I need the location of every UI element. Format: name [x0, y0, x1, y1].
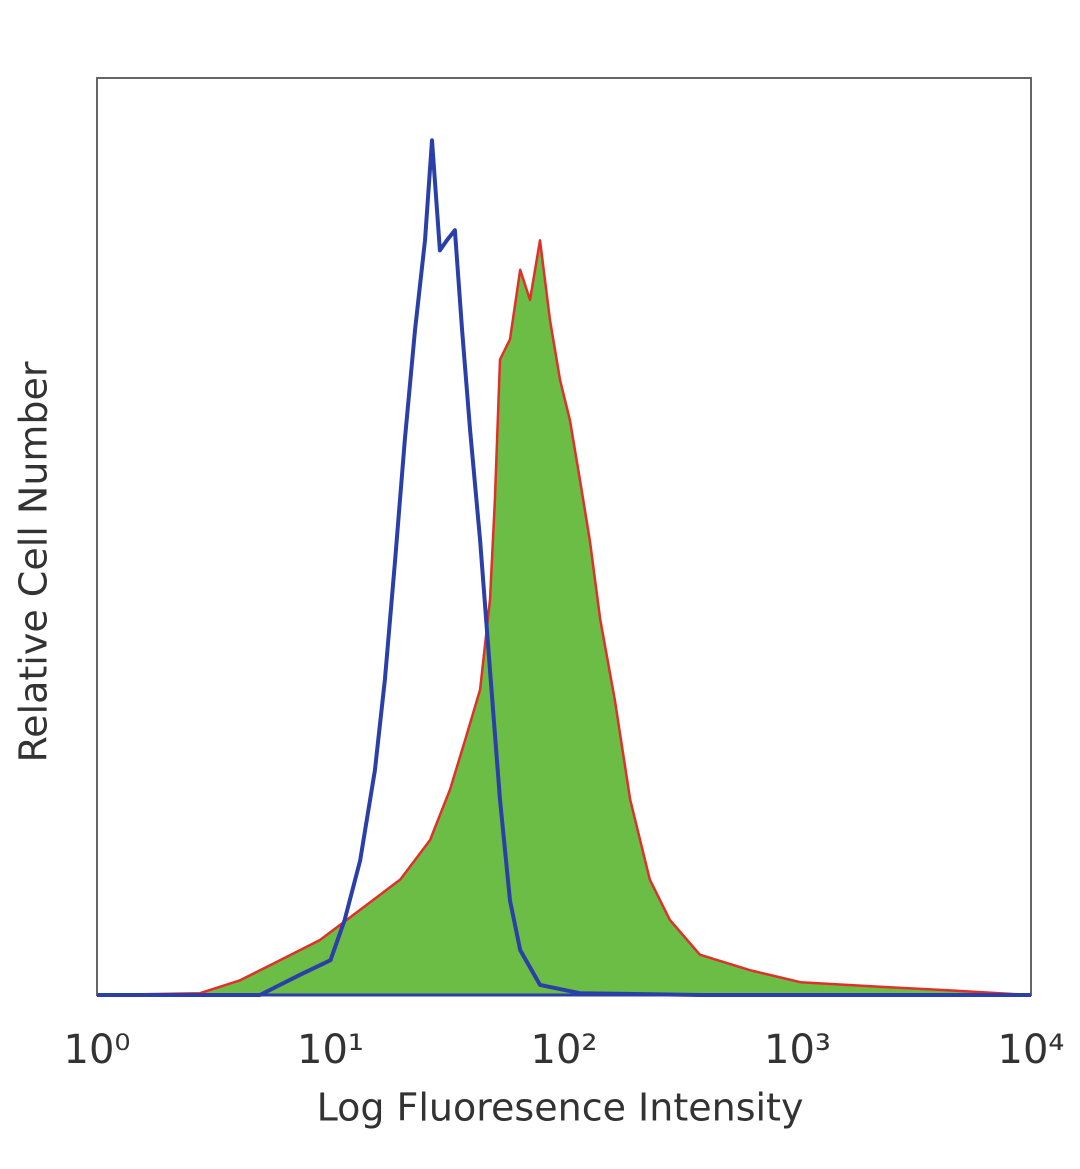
- y-axis-label: Relative Cell Number: [12, 361, 56, 762]
- histogram-outline: [97, 138, 1031, 997]
- x-tick-label: 10²: [531, 1027, 598, 1073]
- histogram-outline: [96, 239, 1032, 997]
- x-tick-label: 10⁰: [64, 1027, 131, 1073]
- histogram-fill: [97, 240, 1031, 996]
- x-tick-label: 10¹: [297, 1027, 364, 1073]
- x-axis-label: Log Fluoresence Intensity: [317, 1086, 804, 1130]
- x-tick-label: 10⁴: [998, 1027, 1065, 1073]
- x-tick-label: 10³: [764, 1027, 831, 1073]
